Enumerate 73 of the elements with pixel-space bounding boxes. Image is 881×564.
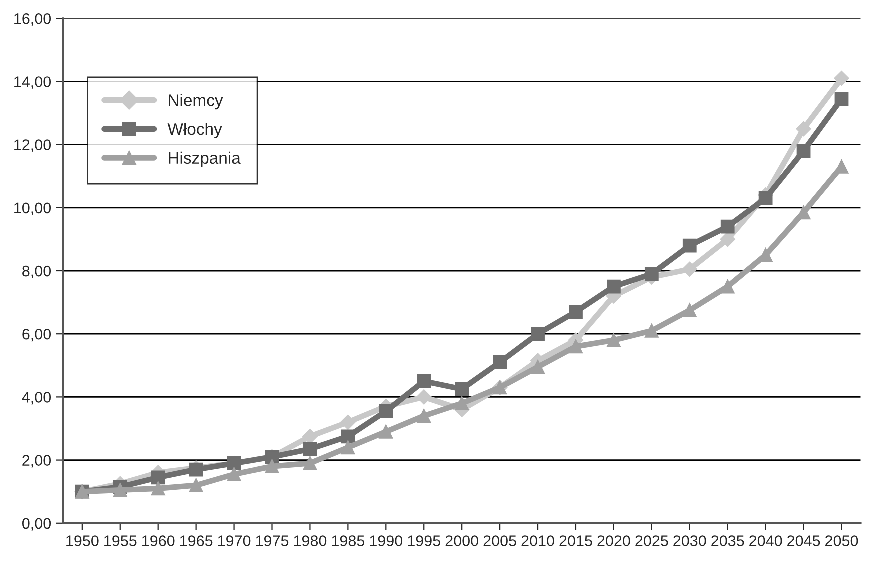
x-tick-label: 2030 xyxy=(674,536,706,546)
point xyxy=(265,460,280,474)
x-tick-label: 1990 xyxy=(370,536,403,546)
point xyxy=(302,429,318,444)
y-tick-label: 6,00 xyxy=(22,328,52,342)
point xyxy=(341,430,356,444)
point xyxy=(455,396,470,410)
point xyxy=(189,478,204,492)
point xyxy=(607,280,621,294)
point xyxy=(379,424,394,439)
point xyxy=(379,404,394,418)
x-tick-label: 2050 xyxy=(826,536,858,546)
point xyxy=(493,356,507,370)
point xyxy=(340,414,356,430)
x-tick-label: 2045 xyxy=(788,536,820,546)
point xyxy=(834,70,850,86)
legend-label: Hiszpania xyxy=(169,152,241,168)
x-tick-label: 2015 xyxy=(560,536,592,546)
point xyxy=(834,92,849,106)
point xyxy=(644,324,659,338)
x-tick-label: 1965 xyxy=(180,536,213,546)
y-tick-label: 14,00 xyxy=(14,76,52,90)
x-tick-label: 1985 xyxy=(332,536,365,546)
x-tick-label: 2025 xyxy=(636,536,668,546)
x-tick-label: 1955 xyxy=(104,536,137,546)
legend-label: Włochy xyxy=(168,122,222,138)
x-tick-label: 2010 xyxy=(522,536,554,546)
x-tick-label: 1995 xyxy=(408,536,440,546)
point xyxy=(417,374,432,388)
x-tick-label: 1970 xyxy=(218,536,251,546)
point xyxy=(341,440,356,455)
point xyxy=(682,238,697,253)
x-tick-label: 2035 xyxy=(712,536,744,546)
point xyxy=(227,468,242,482)
x-tick-label: 1960 xyxy=(142,536,175,546)
legend-label: Niemcy xyxy=(169,94,224,110)
x-tick-label: 1975 xyxy=(256,536,289,546)
point xyxy=(569,305,583,319)
y-tick-label: 0,00 xyxy=(22,518,52,531)
point xyxy=(151,482,166,496)
y-tick-label: 16,00 xyxy=(14,13,52,26)
point xyxy=(113,483,128,498)
x-tick-label: 2040 xyxy=(750,536,782,546)
x-tick-label: 2005 xyxy=(484,536,516,546)
point xyxy=(607,333,621,348)
point xyxy=(189,462,204,477)
y-tick-label: 10,00 xyxy=(14,202,52,216)
point xyxy=(758,191,773,206)
y-tick-label: 2,00 xyxy=(22,455,52,468)
point xyxy=(720,232,736,248)
x-tick-label: 2000 xyxy=(446,536,478,546)
point xyxy=(151,470,166,485)
point xyxy=(644,267,659,282)
point xyxy=(569,340,583,354)
y-tick-label: 8,00 xyxy=(22,266,52,278)
y-tick-label: 12,00 xyxy=(14,140,52,152)
x-tick-label: 1980 xyxy=(294,536,327,546)
point xyxy=(531,360,545,374)
point xyxy=(682,303,697,318)
point xyxy=(417,409,432,424)
point xyxy=(720,220,735,234)
point xyxy=(796,121,812,137)
point xyxy=(416,390,432,405)
point xyxy=(531,327,545,342)
point xyxy=(303,442,318,456)
point xyxy=(720,280,735,294)
x-tick-label: 1950 xyxy=(66,536,99,546)
y-tick-label: 4,00 xyxy=(22,392,52,405)
point xyxy=(455,382,470,396)
x-tick-label: 2020 xyxy=(598,536,630,546)
point xyxy=(682,262,698,277)
point xyxy=(796,144,811,158)
point xyxy=(303,456,318,470)
